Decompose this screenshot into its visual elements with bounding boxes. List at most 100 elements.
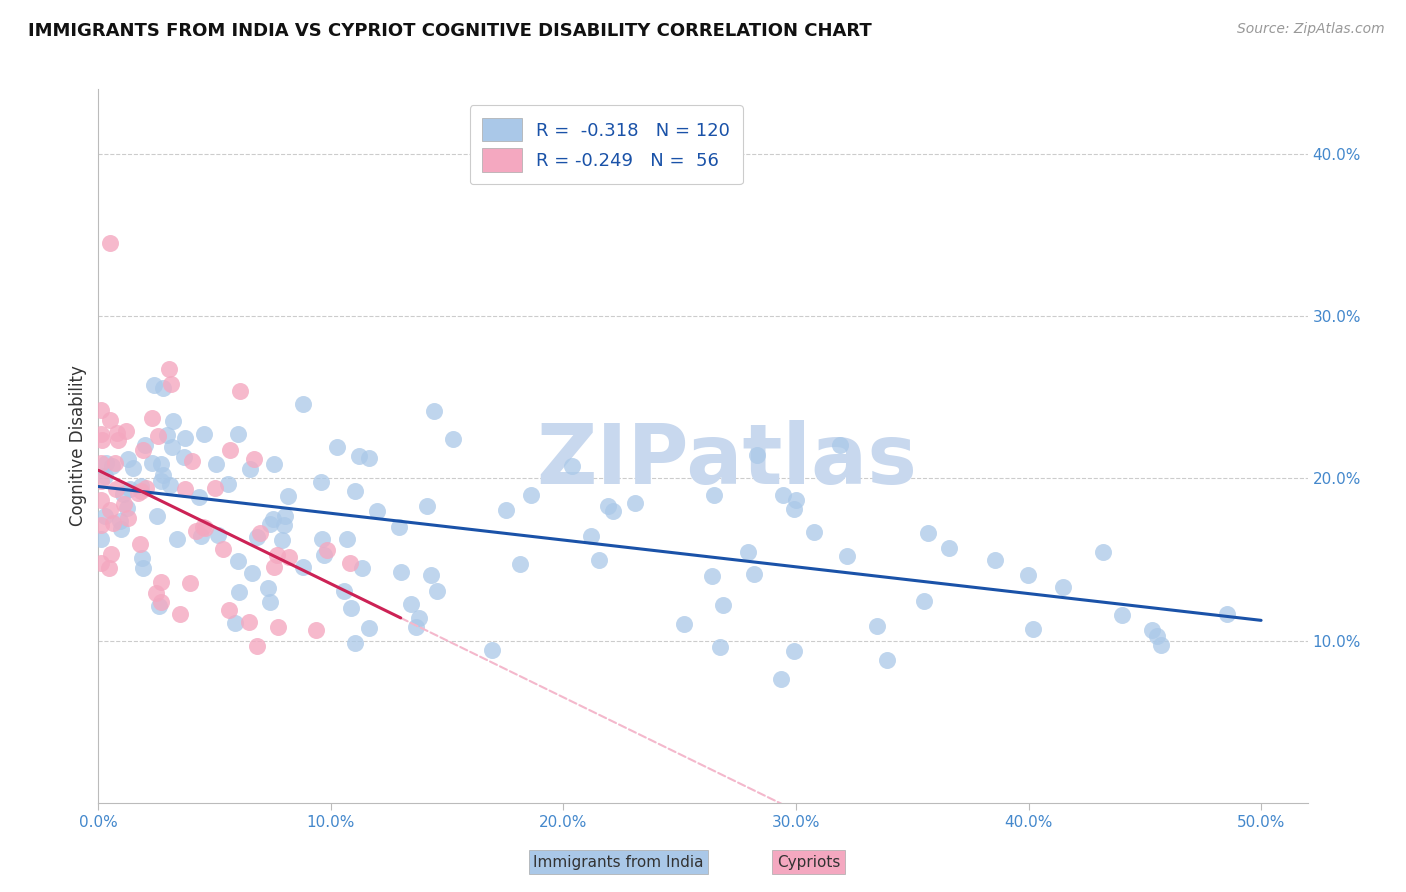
Point bbox=[179, 575, 201, 590]
Point bbox=[828, 438, 851, 452]
Point bbox=[742, 567, 765, 582]
Point bbox=[111, 487, 134, 501]
Point bbox=[267, 619, 290, 633]
Point bbox=[134, 438, 156, 452]
Point bbox=[157, 362, 180, 376]
Point bbox=[90, 474, 112, 488]
Point bbox=[509, 558, 531, 572]
Point bbox=[156, 428, 179, 442]
Point bbox=[226, 427, 249, 442]
Point bbox=[193, 426, 215, 441]
Point bbox=[129, 537, 152, 551]
Point bbox=[263, 560, 285, 574]
Point bbox=[105, 425, 128, 440]
Point bbox=[207, 528, 229, 542]
Point bbox=[160, 377, 183, 392]
Point bbox=[835, 549, 858, 563]
Y-axis label: Cognitive Disability: Cognitive Disability bbox=[69, 366, 87, 526]
Point bbox=[224, 615, 246, 630]
Point bbox=[228, 584, 250, 599]
Point bbox=[152, 468, 174, 483]
Point bbox=[219, 442, 242, 457]
Point bbox=[399, 597, 422, 611]
Point bbox=[588, 553, 610, 567]
Point bbox=[97, 560, 120, 574]
Point bbox=[188, 490, 211, 504]
Point bbox=[1017, 568, 1039, 582]
Point bbox=[94, 469, 117, 483]
Text: Source: ZipAtlas.com: Source: ZipAtlas.com bbox=[1237, 22, 1385, 37]
Point bbox=[249, 525, 271, 540]
Point bbox=[917, 526, 939, 541]
Point bbox=[246, 529, 269, 543]
Point bbox=[983, 553, 1005, 567]
Point bbox=[240, 566, 263, 581]
Point bbox=[426, 584, 449, 599]
Point bbox=[141, 456, 163, 470]
Point bbox=[1216, 607, 1239, 621]
Text: ZIPatlas: ZIPatlas bbox=[537, 420, 918, 500]
Point bbox=[259, 595, 281, 609]
Point bbox=[146, 429, 169, 443]
Point bbox=[94, 456, 117, 470]
Point bbox=[561, 458, 583, 473]
Point bbox=[408, 611, 430, 625]
Point bbox=[745, 448, 768, 462]
Point bbox=[143, 378, 166, 392]
Point bbox=[150, 574, 173, 589]
Point bbox=[344, 483, 367, 498]
Point bbox=[100, 458, 122, 473]
Point bbox=[311, 475, 333, 489]
Point bbox=[112, 496, 135, 510]
Point bbox=[141, 411, 163, 425]
Point bbox=[173, 450, 195, 464]
Point bbox=[352, 560, 374, 574]
Point bbox=[1146, 629, 1168, 643]
Point bbox=[205, 457, 228, 471]
Point bbox=[423, 403, 446, 417]
Point bbox=[343, 635, 366, 649]
Point bbox=[316, 543, 339, 558]
Point bbox=[98, 503, 121, 517]
Legend: R =  -0.318   N = 120, R = -0.249   N =  56: R = -0.318 N = 120, R = -0.249 N = 56 bbox=[470, 105, 742, 185]
Point bbox=[135, 481, 157, 495]
Point bbox=[270, 533, 292, 548]
Point bbox=[912, 594, 935, 608]
Point bbox=[191, 519, 214, 533]
Point bbox=[239, 462, 262, 476]
Point bbox=[152, 381, 174, 395]
Point bbox=[623, 496, 645, 510]
Point bbox=[266, 548, 288, 562]
Point bbox=[263, 457, 285, 471]
Point bbox=[700, 568, 723, 582]
Point bbox=[90, 517, 112, 532]
Point bbox=[711, 598, 734, 612]
Point bbox=[1022, 623, 1045, 637]
Point bbox=[103, 456, 125, 470]
Point bbox=[212, 542, 235, 557]
Point bbox=[217, 477, 239, 491]
Point bbox=[132, 442, 155, 457]
Point bbox=[938, 541, 960, 555]
Point bbox=[226, 553, 249, 567]
Point bbox=[357, 621, 380, 635]
Point bbox=[519, 488, 541, 502]
Point bbox=[339, 556, 361, 570]
Point bbox=[340, 601, 363, 615]
Point bbox=[129, 479, 152, 493]
Point bbox=[737, 545, 759, 559]
Point bbox=[277, 490, 299, 504]
Point bbox=[803, 525, 825, 540]
Point bbox=[243, 451, 266, 466]
Point bbox=[1092, 545, 1115, 559]
Point bbox=[131, 484, 153, 499]
Point bbox=[204, 481, 226, 495]
Point bbox=[131, 551, 153, 566]
Point bbox=[117, 510, 139, 524]
Point bbox=[581, 529, 603, 543]
Point bbox=[783, 644, 806, 658]
Point bbox=[90, 426, 112, 441]
Point bbox=[419, 567, 441, 582]
Point bbox=[117, 500, 139, 515]
Point bbox=[416, 499, 439, 513]
